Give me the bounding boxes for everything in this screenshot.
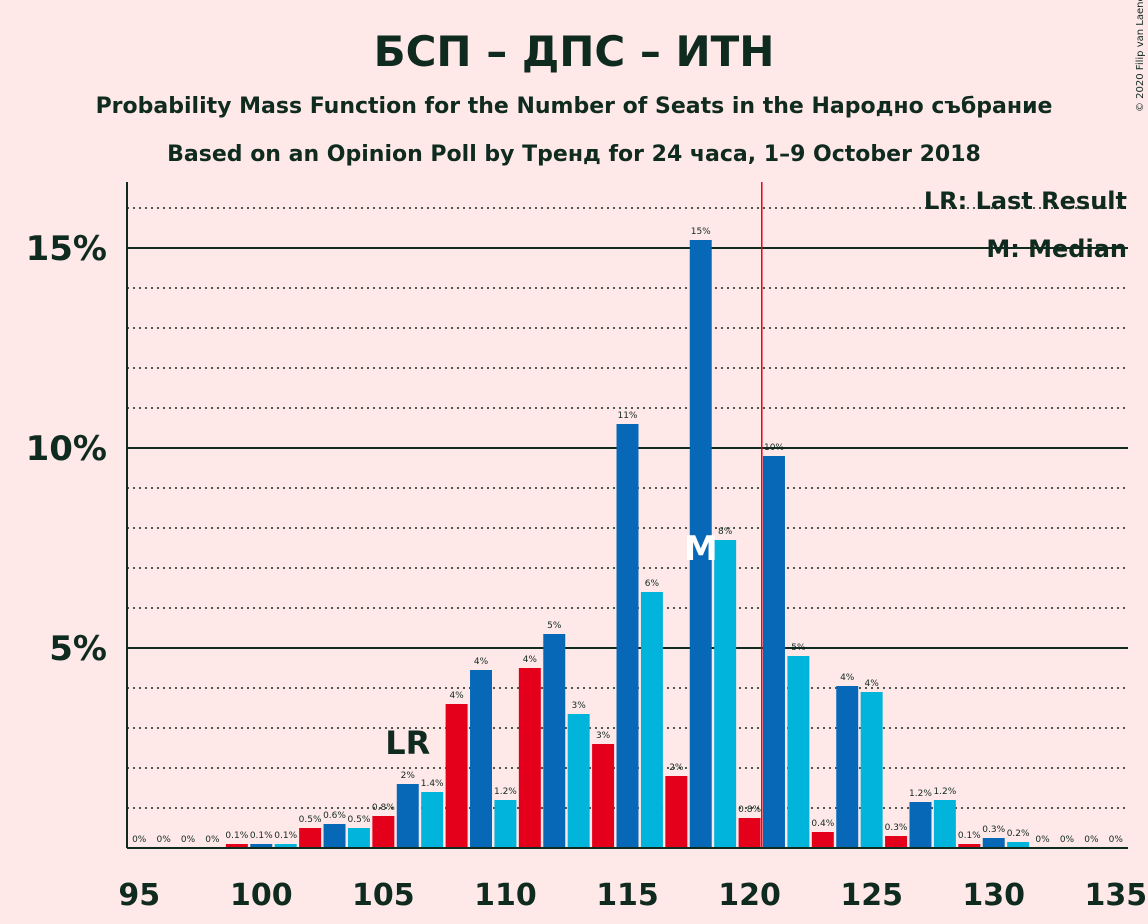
value-label: 5% (547, 621, 562, 631)
bar (250, 844, 273, 848)
bar (592, 744, 615, 848)
value-label: 0.6% (323, 811, 346, 821)
y-tick-label: 10% (26, 429, 107, 469)
bar (933, 800, 956, 848)
bar (347, 828, 370, 848)
value-label: 1.2% (494, 787, 517, 797)
value-label: 0% (1060, 835, 1075, 845)
subtitle: Probability Mass Function for the Number… (96, 94, 1053, 119)
bar (445, 704, 468, 848)
value-label: 2% (669, 763, 684, 773)
value-label: 15% (691, 227, 711, 237)
value-label: 4% (474, 657, 489, 667)
bar (518, 668, 541, 848)
copyright: © 2020 Filip van Laenen (1135, 0, 1146, 112)
value-label: 4% (865, 679, 880, 689)
bar (787, 656, 810, 848)
x-tick-label: 95 (118, 878, 160, 913)
value-label: 0.5% (348, 815, 371, 825)
value-label: 2% (401, 771, 416, 781)
value-label: 0% (1109, 835, 1124, 845)
bar (836, 686, 859, 848)
x-tick-label: 110 (474, 878, 537, 913)
bar (738, 818, 761, 848)
bar (470, 670, 492, 848)
value-label: 1.2% (909, 789, 932, 799)
bar (763, 456, 785, 848)
bar (274, 844, 297, 848)
x-tick-label: 125 (840, 878, 903, 913)
value-label: 0.1% (250, 831, 273, 841)
y-tick-label: 5% (49, 629, 107, 669)
x-tick-label: 105 (352, 878, 415, 913)
x-tick-label: 115 (596, 878, 659, 913)
bar (616, 424, 639, 848)
bar (372, 816, 395, 848)
value-label: 0.2% (1007, 829, 1030, 839)
value-label: 3% (596, 731, 611, 741)
value-label: 10% (764, 443, 784, 453)
value-label: 0.3% (885, 823, 908, 833)
x-tick-label: 120 (718, 878, 781, 913)
value-label: 0% (181, 835, 196, 845)
value-label: 6% (645, 579, 660, 589)
value-label: 0.5% (299, 815, 322, 825)
x-tick-label: 135 (1084, 878, 1147, 913)
value-label: 0.3% (982, 825, 1005, 835)
bar (567, 714, 590, 848)
bar (689, 240, 712, 848)
value-label: 4% (449, 691, 464, 701)
bar (421, 792, 444, 848)
legend-entry: LR: Last Result (924, 187, 1127, 215)
value-label: 4% (523, 655, 538, 665)
bar (396, 784, 419, 848)
value-label: 0% (132, 835, 147, 845)
bar (299, 828, 322, 848)
value-label: 0.1% (958, 831, 981, 841)
value-label: 0.1% (225, 831, 248, 841)
value-label: 0% (1035, 835, 1050, 845)
bar (714, 540, 737, 848)
value-label: 1.2% (933, 787, 956, 797)
bar (494, 800, 517, 848)
median-label: M (684, 529, 718, 569)
value-label: 1.4% (421, 779, 444, 789)
value-label: 0.1% (274, 831, 297, 841)
value-label: 8% (718, 527, 733, 537)
value-label: 0.8% (372, 803, 395, 813)
value-label: 0% (1084, 835, 1099, 845)
value-label: 11% (617, 411, 637, 421)
value-label: 0.4% (811, 819, 834, 829)
value-label: 0.8% (738, 805, 761, 815)
subtitle: Based on an Opinion Poll by Тренд for 24… (167, 142, 981, 167)
bar (860, 692, 883, 848)
bar (665, 776, 688, 848)
bar (885, 836, 908, 848)
bar (225, 844, 248, 848)
chart-title: БСП – ДПС – ИТН (374, 27, 775, 76)
value-label: 4% (840, 673, 855, 683)
value-label: 0% (205, 835, 220, 845)
bar (958, 844, 981, 848)
x-tick-label: 100 (230, 878, 293, 913)
bar (543, 634, 566, 848)
bar (909, 802, 932, 848)
value-label: 5% (791, 643, 806, 653)
bar (1007, 842, 1030, 848)
value-label: 0% (156, 835, 171, 845)
bar (640, 592, 663, 848)
x-tick-label: 130 (962, 878, 1025, 913)
y-tick-label: 15% (26, 229, 107, 269)
bar (811, 832, 834, 848)
last-result-label: LR (385, 724, 430, 762)
bar (982, 838, 1005, 848)
bar (323, 824, 346, 848)
value-label: 3% (572, 701, 587, 711)
